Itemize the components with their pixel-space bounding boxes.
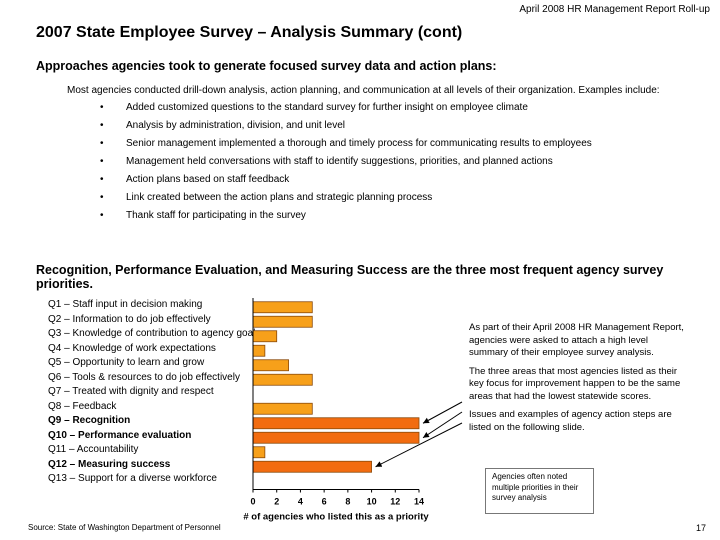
question-label: Q3 – Knowledge of contribution to agency… <box>48 328 261 339</box>
bullet-icon: • <box>100 210 104 221</box>
report-header: April 2008 HR Management Report Roll-up <box>519 4 710 15</box>
question-label: Q10 – Performance evaluation <box>48 429 192 441</box>
question-label: Q12 – Measuring success <box>48 458 171 470</box>
question-label: Q11 – Accountability <box>48 444 139 455</box>
x-tick-label: 10 <box>367 497 377 507</box>
bar-11 <box>252 446 266 459</box>
bullet-text: Analysis by administration, division, an… <box>126 120 345 131</box>
source-note: Source: State of Washington Department o… <box>28 523 221 532</box>
question-label: Q4 – Knowledge of work expectations <box>48 342 216 354</box>
priorities-heading: Recognition, Performance Evaluation, and… <box>36 263 664 291</box>
page-number: 17 <box>695 523 706 533</box>
x-tick-label: 8 <box>345 497 350 507</box>
bar-9 <box>252 417 420 430</box>
bullet-icon: • <box>100 138 104 149</box>
question-label: Q2 – Information to do job effectively <box>48 313 211 325</box>
pointer-arrow <box>422 401 463 424</box>
pointer-arrow <box>422 411 463 439</box>
x-tick-label: 4 <box>298 497 303 507</box>
question-label: Q8 – Feedback <box>48 400 117 412</box>
list-item: • Management held conversations with staf… <box>100 155 660 173</box>
bullet-icon: • <box>100 102 104 113</box>
bar-10 <box>252 431 420 444</box>
approaches-heading: Approaches agencies took to generate foc… <box>36 59 497 73</box>
question-label: Q9 – Recognition <box>48 415 131 426</box>
note-paragraph: The three areas that most agencies liste… <box>469 365 681 402</box>
x-tick-label: 6 <box>322 497 327 507</box>
list-item: • Thank staff for participating in the su… <box>100 209 660 227</box>
bullet-text: Action plans based on staff feedback <box>126 174 290 185</box>
bar-2 <box>252 315 313 328</box>
page-title: 2007 State Employee Survey – Analysis Su… <box>36 24 463 41</box>
approaches-intro: Most agencies conducted drill-down analy… <box>67 85 660 96</box>
question-label: Q13 – Support for a diverse workforce <box>48 473 217 484</box>
callout-box: Agencies often noted multiple priorities… <box>485 468 594 514</box>
pointer-arrow <box>375 422 463 468</box>
question-list: Q1 – Staff input in decision making Q2 –… <box>48 298 260 487</box>
list-item: • Action plans based on staff feedback <box>100 173 660 191</box>
x-tick-label: 12 <box>390 497 400 507</box>
bullet-text: Added customized questions to the standa… <box>126 102 528 113</box>
question-label: Q5 – Opportunity to learn and grow <box>48 357 205 368</box>
question-label: Q1 – Staff input in decision making <box>48 299 203 310</box>
bullet-icon: • <box>100 156 104 167</box>
bullet-text: Link created between the action plans an… <box>126 192 433 203</box>
bullet-icon: • <box>100 120 104 131</box>
bar-4 <box>252 344 266 357</box>
bullet-icon: • <box>100 192 104 203</box>
bullet-text: Management held conversations with staff… <box>126 156 553 167</box>
list-item: • Analysis by administration, division, a… <box>100 119 660 137</box>
bar-5 <box>252 359 289 372</box>
x-tick-label: 14 <box>414 497 424 507</box>
note-paragraph: Issues and examples of agency action ste… <box>469 409 672 433</box>
bar-1 <box>252 301 313 314</box>
bullet-text: Thank staff for participating in the sur… <box>126 210 306 221</box>
list-item: • Link created between the action plans a… <box>100 191 660 209</box>
note-paragraph: As part of their April 2008 HR Managemen… <box>469 322 684 358</box>
x-axis-label: # of agencies who listed this as a prior… <box>243 512 429 523</box>
x-tick-label: 2 <box>274 497 279 507</box>
bar-6 <box>252 373 313 386</box>
priority-bar-chart: 0 2 4 6 8 10 12 14 # of agencies who listed this… <box>243 298 463 523</box>
approaches-bullet-list: • Added customized questions to the stand… <box>100 101 660 227</box>
bullet-icon: • <box>100 174 104 185</box>
bar-8 <box>252 402 313 415</box>
bar-3 <box>252 330 278 343</box>
list-item: • Added customized questions to the stand… <box>100 101 660 119</box>
question-label: Q6 – Tools & resources to do job effecti… <box>48 371 240 383</box>
bar-12 <box>252 460 372 473</box>
question-label: Q7 – Treated with dignity and respect <box>48 386 214 397</box>
x-tick-label: 0 <box>250 497 255 507</box>
notes-panel: As part of their April 2008 HR Managemen… <box>469 322 684 440</box>
bullet-text: Senior management implemented a thorough… <box>126 138 592 149</box>
list-item: • Senior management implemented a thoroug… <box>100 137 660 155</box>
